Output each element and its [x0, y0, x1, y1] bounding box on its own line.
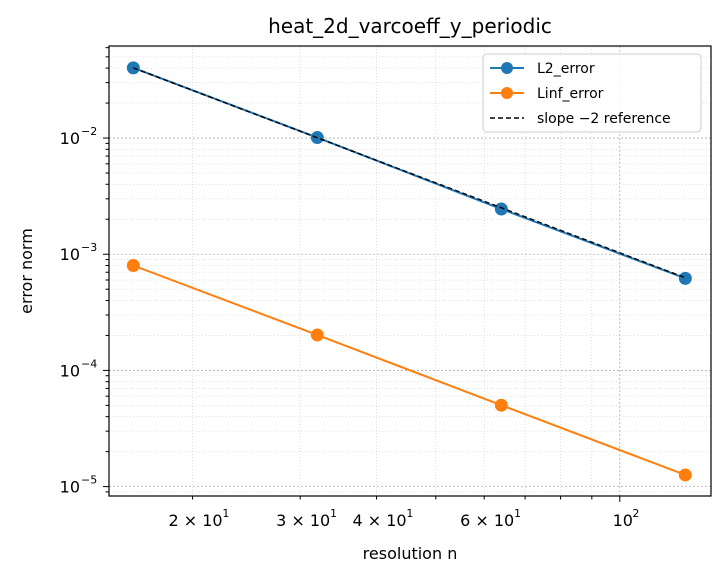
x-tick-label: 2 × 10: [168, 511, 222, 530]
chart-title: heat_2d_varcoeff_y_periodic: [268, 14, 552, 38]
x-tick-label-exponent: 1: [222, 507, 229, 520]
legend-label: L2_error: [537, 61, 595, 77]
y-tick-label: 10: [60, 245, 80, 264]
data-point: [126, 258, 140, 272]
x-tick-label: 10: [613, 511, 633, 530]
x-tick-label: 6 × 10: [460, 511, 514, 530]
ticks: 10 −510 −410 −310 −22 × 10 1 3 × 10 1 4 × 10 1 6 ×…: [60, 47, 639, 530]
y-tick-label: 10: [60, 361, 80, 380]
legend-box: [482, 53, 702, 133]
grid: [109, 46, 711, 496]
data-point: [494, 398, 508, 412]
data-point: [678, 468, 692, 482]
data-point: [126, 61, 140, 75]
y-tick-label-exponent: −3: [81, 241, 97, 254]
data-point: [678, 271, 692, 285]
y-tick-label: 10: [60, 478, 80, 497]
x-tick-label: 4 × 10: [352, 511, 406, 530]
x-tick-label-exponent: 2: [632, 507, 639, 520]
legend-swatch-marker: [501, 87, 513, 99]
x-tick-label: 3 × 10: [276, 511, 330, 530]
data-point: [494, 202, 508, 216]
series-layer: [126, 61, 692, 482]
legend-label: slope −2 reference: [537, 111, 671, 127]
x-tick-label-exponent: 1: [330, 507, 337, 520]
x-tick-label-exponent: 1: [406, 507, 413, 520]
data-point: [310, 328, 324, 342]
y-tick-label-exponent: −4: [81, 357, 97, 370]
y-tick-label-exponent: −2: [81, 125, 97, 138]
y-axis-label: error norm: [17, 228, 36, 314]
series-line-1: [132, 264, 686, 476]
legend-label: Linf_error: [537, 86, 604, 102]
y-tick-label: 10: [60, 129, 80, 148]
x-axis-label: resolution n: [363, 544, 458, 563]
plot-frame: [108, 45, 712, 497]
x-tick-label-exponent: 1: [514, 507, 521, 520]
legend-swatch-marker: [501, 62, 513, 74]
y-tick-label-exponent: −5: [81, 474, 97, 487]
reference-line: [133, 67, 686, 279]
